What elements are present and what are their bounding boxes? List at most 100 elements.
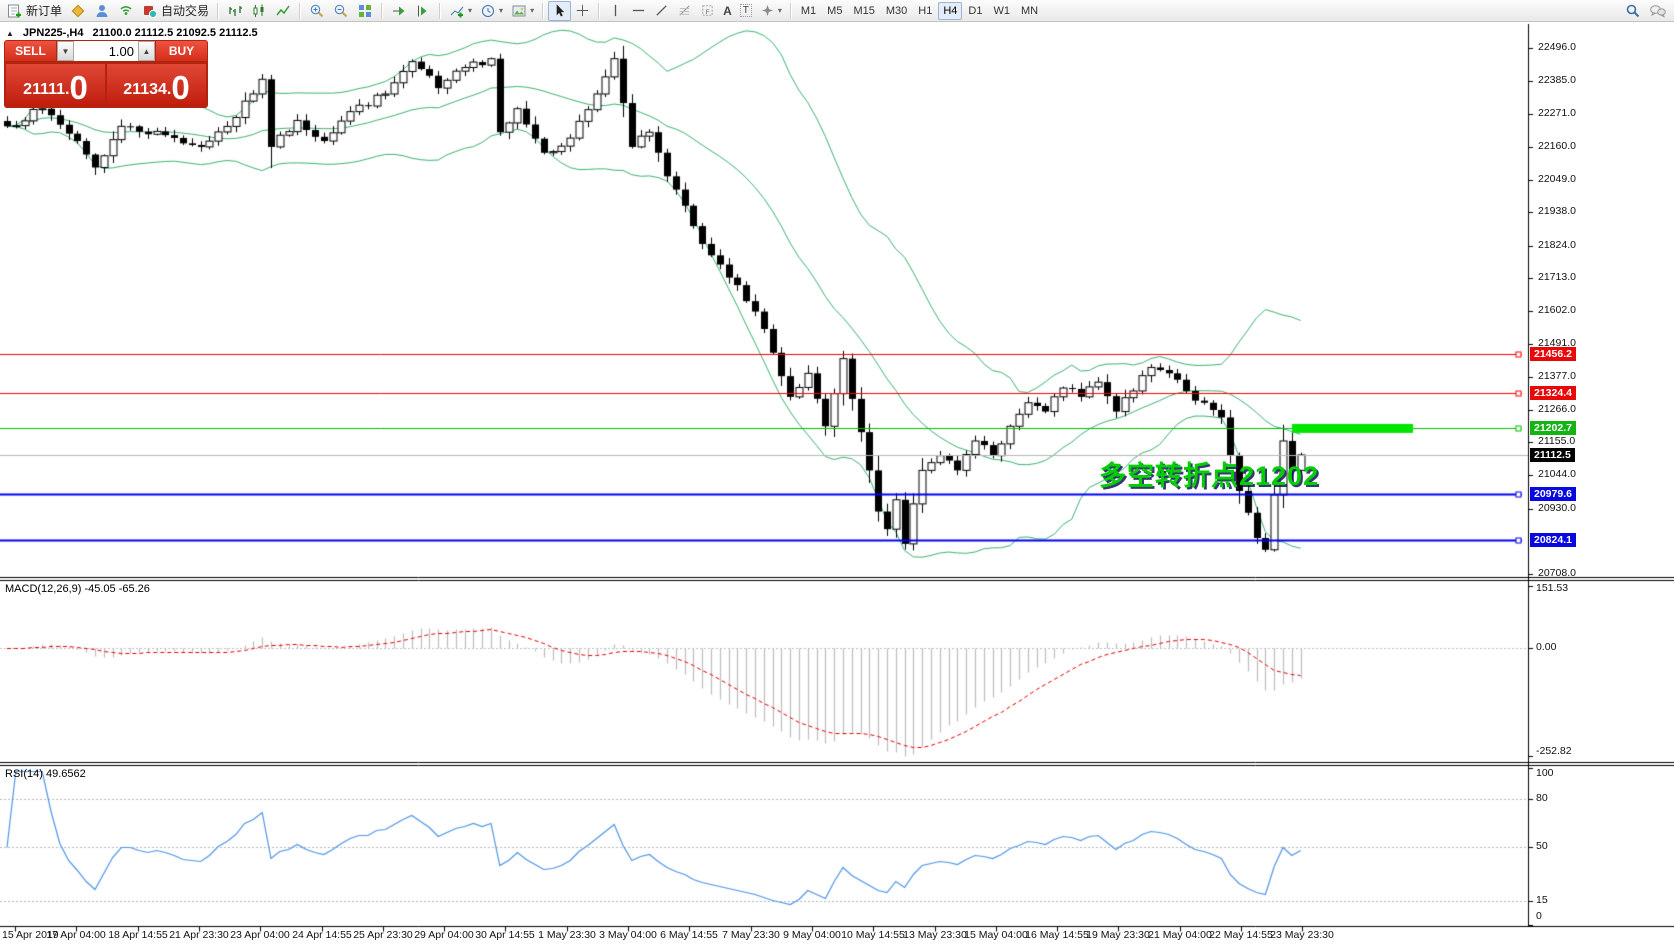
dropdown-arrow-icon: ▾ bbox=[530, 6, 535, 15]
trendline-button[interactable] bbox=[650, 1, 673, 21]
fibonacci-button[interactable] bbox=[673, 1, 696, 21]
fibonacci-expansion-button[interactable]: F bbox=[696, 1, 719, 21]
zoom-out-button[interactable] bbox=[329, 1, 353, 21]
signals-button[interactable] bbox=[114, 1, 138, 21]
tile-windows-button[interactable] bbox=[353, 1, 377, 21]
autotrading-button[interactable]: 自动交易 bbox=[138, 1, 213, 21]
arrows-icon bbox=[761, 4, 773, 17]
volume-input[interactable] bbox=[74, 41, 138, 61]
crosshair-button[interactable] bbox=[571, 1, 594, 21]
volume-stepper: ▼ ▲ bbox=[57, 40, 155, 62]
timeframe-button-m15[interactable]: M15 bbox=[848, 2, 879, 20]
buy-price-dot: . bbox=[166, 81, 172, 98]
sell-price-button[interactable]: 21111. 0 bbox=[6, 64, 105, 106]
text-label-tool-button[interactable]: T bbox=[736, 1, 756, 21]
candlestick-chart-button[interactable] bbox=[247, 1, 271, 21]
sell-button[interactable]: SELL bbox=[4, 40, 57, 62]
new-order-icon bbox=[8, 4, 21, 17]
timeframe-button-d1[interactable]: D1 bbox=[963, 2, 987, 20]
periods-clock-icon bbox=[482, 4, 495, 17]
trade-panel-prices: 21111. 0 21134. 0 bbox=[4, 62, 208, 108]
timeframe-button-h1[interactable]: H1 bbox=[913, 2, 937, 20]
toolbar-separator bbox=[381, 2, 384, 19]
buy-price-main: 21134 bbox=[123, 81, 167, 98]
bar-chart-button[interactable] bbox=[223, 1, 247, 21]
community-chat-button[interactable] bbox=[1645, 1, 1671, 21]
trendline-icon bbox=[656, 5, 667, 16]
chart-shift-button[interactable] bbox=[411, 1, 435, 21]
templates-icon bbox=[512, 5, 526, 16]
horizontal-line-button[interactable] bbox=[627, 1, 650, 21]
dropdown-arrow-icon: ▾ bbox=[499, 6, 504, 15]
candlestick-chart-icon bbox=[253, 4, 264, 17]
line-chart-icon bbox=[276, 5, 290, 15]
bar-chart-icon bbox=[229, 5, 243, 16]
auto-scroll-icon bbox=[393, 6, 405, 15]
zoom-out-icon bbox=[334, 4, 348, 17]
cursor-icon bbox=[556, 4, 565, 17]
vertical-line-button[interactable] bbox=[604, 1, 627, 21]
cursor-button[interactable] bbox=[548, 0, 572, 21]
trade-panel-top-row: SELL ▼ ▲ BUY bbox=[4, 40, 208, 62]
indicators-icon bbox=[450, 6, 464, 17]
sell-price-dot: . bbox=[65, 81, 70, 98]
toolbar: 新订单 自动交易 bbox=[0, 0, 1674, 22]
timeframe-button-mn[interactable]: MN bbox=[1016, 2, 1043, 20]
text-tool-button[interactable]: A bbox=[719, 1, 736, 21]
new-order-button[interactable]: 新订单 bbox=[3, 1, 66, 21]
profile-icon bbox=[96, 4, 108, 17]
toolbar-separator bbox=[598, 2, 601, 19]
profile-button[interactable] bbox=[90, 1, 114, 21]
timeframe-button-m1[interactable]: M1 bbox=[796, 2, 821, 20]
dropdown-arrow-icon: ▾ bbox=[468, 6, 473, 15]
toolbar-separator bbox=[439, 2, 442, 19]
toolbar-separator bbox=[217, 2, 220, 19]
chat-icon bbox=[1650, 4, 1666, 18]
periods-button[interactable]: ▾ bbox=[476, 1, 507, 21]
buy-price-pip: 0 bbox=[171, 69, 190, 106]
timeframe-button-m30[interactable]: M30 bbox=[881, 2, 912, 20]
horizontal-line-icon bbox=[632, 9, 645, 12]
volume-increase-button[interactable]: ▲ bbox=[138, 41, 155, 61]
sell-price-pip: 0 bbox=[69, 69, 88, 106]
auto-scroll-button[interactable] bbox=[387, 1, 411, 21]
autotrading-label: 自动交易 bbox=[161, 4, 210, 18]
toolbar-separator bbox=[542, 2, 545, 19]
toolbar-separator bbox=[299, 2, 302, 19]
text-label-tool-icon: T bbox=[739, 4, 752, 17]
text-tool-icon: A bbox=[723, 3, 732, 18]
autotrading-icon bbox=[144, 5, 158, 18]
chart-shift-icon bbox=[418, 5, 427, 16]
timeframe-button-w1[interactable]: W1 bbox=[988, 2, 1015, 20]
timeframe-button-m5[interactable]: M5 bbox=[822, 2, 847, 20]
sell-price-main: 21111 bbox=[23, 81, 66, 98]
templates-button[interactable]: ▾ bbox=[507, 1, 538, 21]
one-click-trading-panel: SELL ▼ ▲ BUY 21111.0 21134.0 bbox=[4, 40, 208, 108]
zoom-in-icon bbox=[310, 4, 324, 17]
timeframe-group: M1 M5 M15 M30 H1 H4 D1 W1 MN bbox=[796, 1, 1043, 20]
zoom-in-button[interactable] bbox=[305, 1, 329, 21]
new-order-label: 新订单 bbox=[26, 4, 63, 18]
volume-decrease-button[interactable]: ▼ bbox=[57, 41, 74, 61]
signals-icon bbox=[120, 5, 132, 15]
search-icon bbox=[1626, 4, 1640, 17]
dropdown-arrow-icon: ▾ bbox=[777, 6, 782, 15]
fibonacci-icon bbox=[679, 5, 690, 16]
buy-button[interactable]: BUY bbox=[155, 40, 208, 62]
metaeditor-icon bbox=[71, 4, 85, 17]
metaeditor-button[interactable] bbox=[66, 1, 90, 21]
line-chart-button[interactable] bbox=[271, 1, 295, 21]
arrows-button[interactable]: ▾ bbox=[756, 1, 786, 21]
vertical-line-icon bbox=[614, 4, 617, 17]
price-chart-canvas[interactable] bbox=[0, 23, 1674, 945]
search-button[interactable] bbox=[1621, 1, 1645, 21]
timeframe-button-h4[interactable]: H4 bbox=[938, 1, 963, 20]
buy-price-button[interactable]: 21134. 0 bbox=[107, 64, 206, 106]
crosshair-icon bbox=[576, 4, 589, 17]
toolbar-separator bbox=[789, 2, 792, 19]
svg-text:F: F bbox=[706, 9, 710, 16]
fibonacci-expansion-icon: F bbox=[702, 5, 713, 16]
tile-windows-icon bbox=[359, 4, 372, 17]
indicators-button[interactable]: ▾ bbox=[445, 1, 476, 21]
